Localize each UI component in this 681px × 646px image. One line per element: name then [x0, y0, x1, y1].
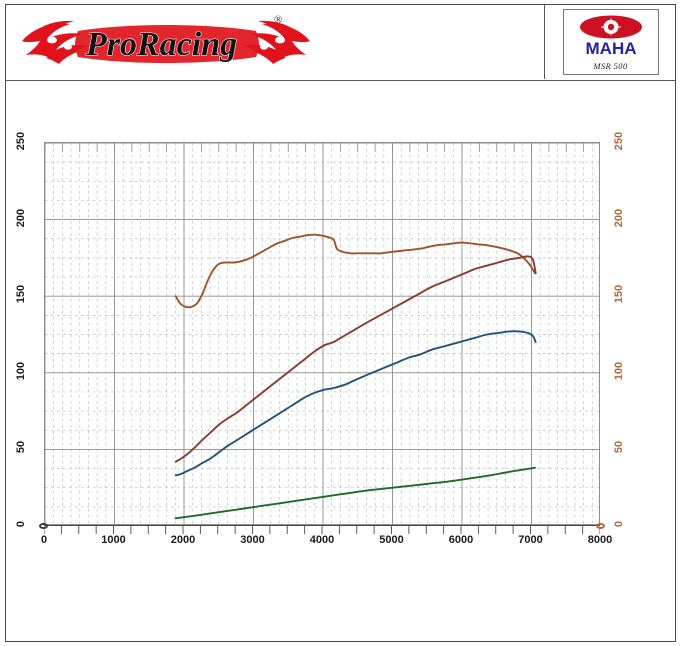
x-tick-6000: 6000	[448, 534, 474, 546]
proracing-logo: ProRacing ®	[16, 11, 326, 73]
series-curve-wheel-power	[174, 330, 537, 477]
x-axis-end-marker-icon	[596, 523, 605, 529]
proracing-logo-art: ProRacing	[22, 20, 310, 64]
x-tick-8000: 8000	[587, 534, 613, 546]
y-tick-right-50: 50	[613, 441, 625, 454]
y-tick-left-150: 150	[15, 285, 27, 304]
series-curve-torque	[174, 233, 536, 309]
maha-wordmark: MAHA	[585, 39, 636, 58]
header-device-cell: MAHA MSR 500	[546, 5, 675, 79]
maha-eye-icon	[579, 15, 642, 38]
page-border	[5, 4, 676, 642]
x-axis-ticks	[44, 525, 600, 534]
x-tick-5000: 5000	[379, 534, 404, 546]
x-tick-3000: 3000	[240, 534, 265, 546]
header-brand-cell: ProRacing ®	[6, 5, 545, 79]
y-tick-left-50: 50	[15, 441, 27, 454]
y-tick-left-200: 200	[15, 208, 27, 227]
y-tick-right-150: 150	[613, 285, 625, 304]
x-axis-start-marker-icon	[39, 523, 48, 529]
registered-trademark-icon: ®	[274, 14, 283, 26]
x-tick-2000: 2000	[170, 534, 196, 546]
x-tick-0: 0	[40, 534, 48, 546]
x-tick-7000: 7000	[518, 534, 543, 546]
svg-text:MAHA: MAHA	[585, 39, 636, 58]
x-tick-1000: 1000	[101, 534, 126, 546]
y-tick-right-100: 100	[613, 361, 625, 380]
series-curve-drag-loss	[174, 466, 536, 520]
x-tick-4000: 4000	[309, 534, 335, 546]
y-tick-left-250: 250	[15, 131, 27, 151]
series-curve-engine-power	[174, 255, 537, 463]
maha-logo: MAHA MSR 500	[562, 9, 659, 75]
device-model-label: MSR 500	[593, 60, 628, 71]
chart-curves	[174, 233, 537, 520]
plot-area	[44, 142, 600, 525]
proracing-wordmark: ProRacing	[85, 26, 237, 63]
y-tick-left-100: 100	[15, 361, 27, 380]
chart-gridlines	[45, 143, 599, 524]
y-tick-right-250: 250	[613, 131, 625, 151]
report-header: ProRacing ® MA	[6, 5, 675, 81]
y-tick-right-200: 200	[613, 208, 625, 227]
dyno-chart: 0 50 100 150 200 250 0 50 100 150 200 250 0 1000 200…	[6, 82, 675, 639]
